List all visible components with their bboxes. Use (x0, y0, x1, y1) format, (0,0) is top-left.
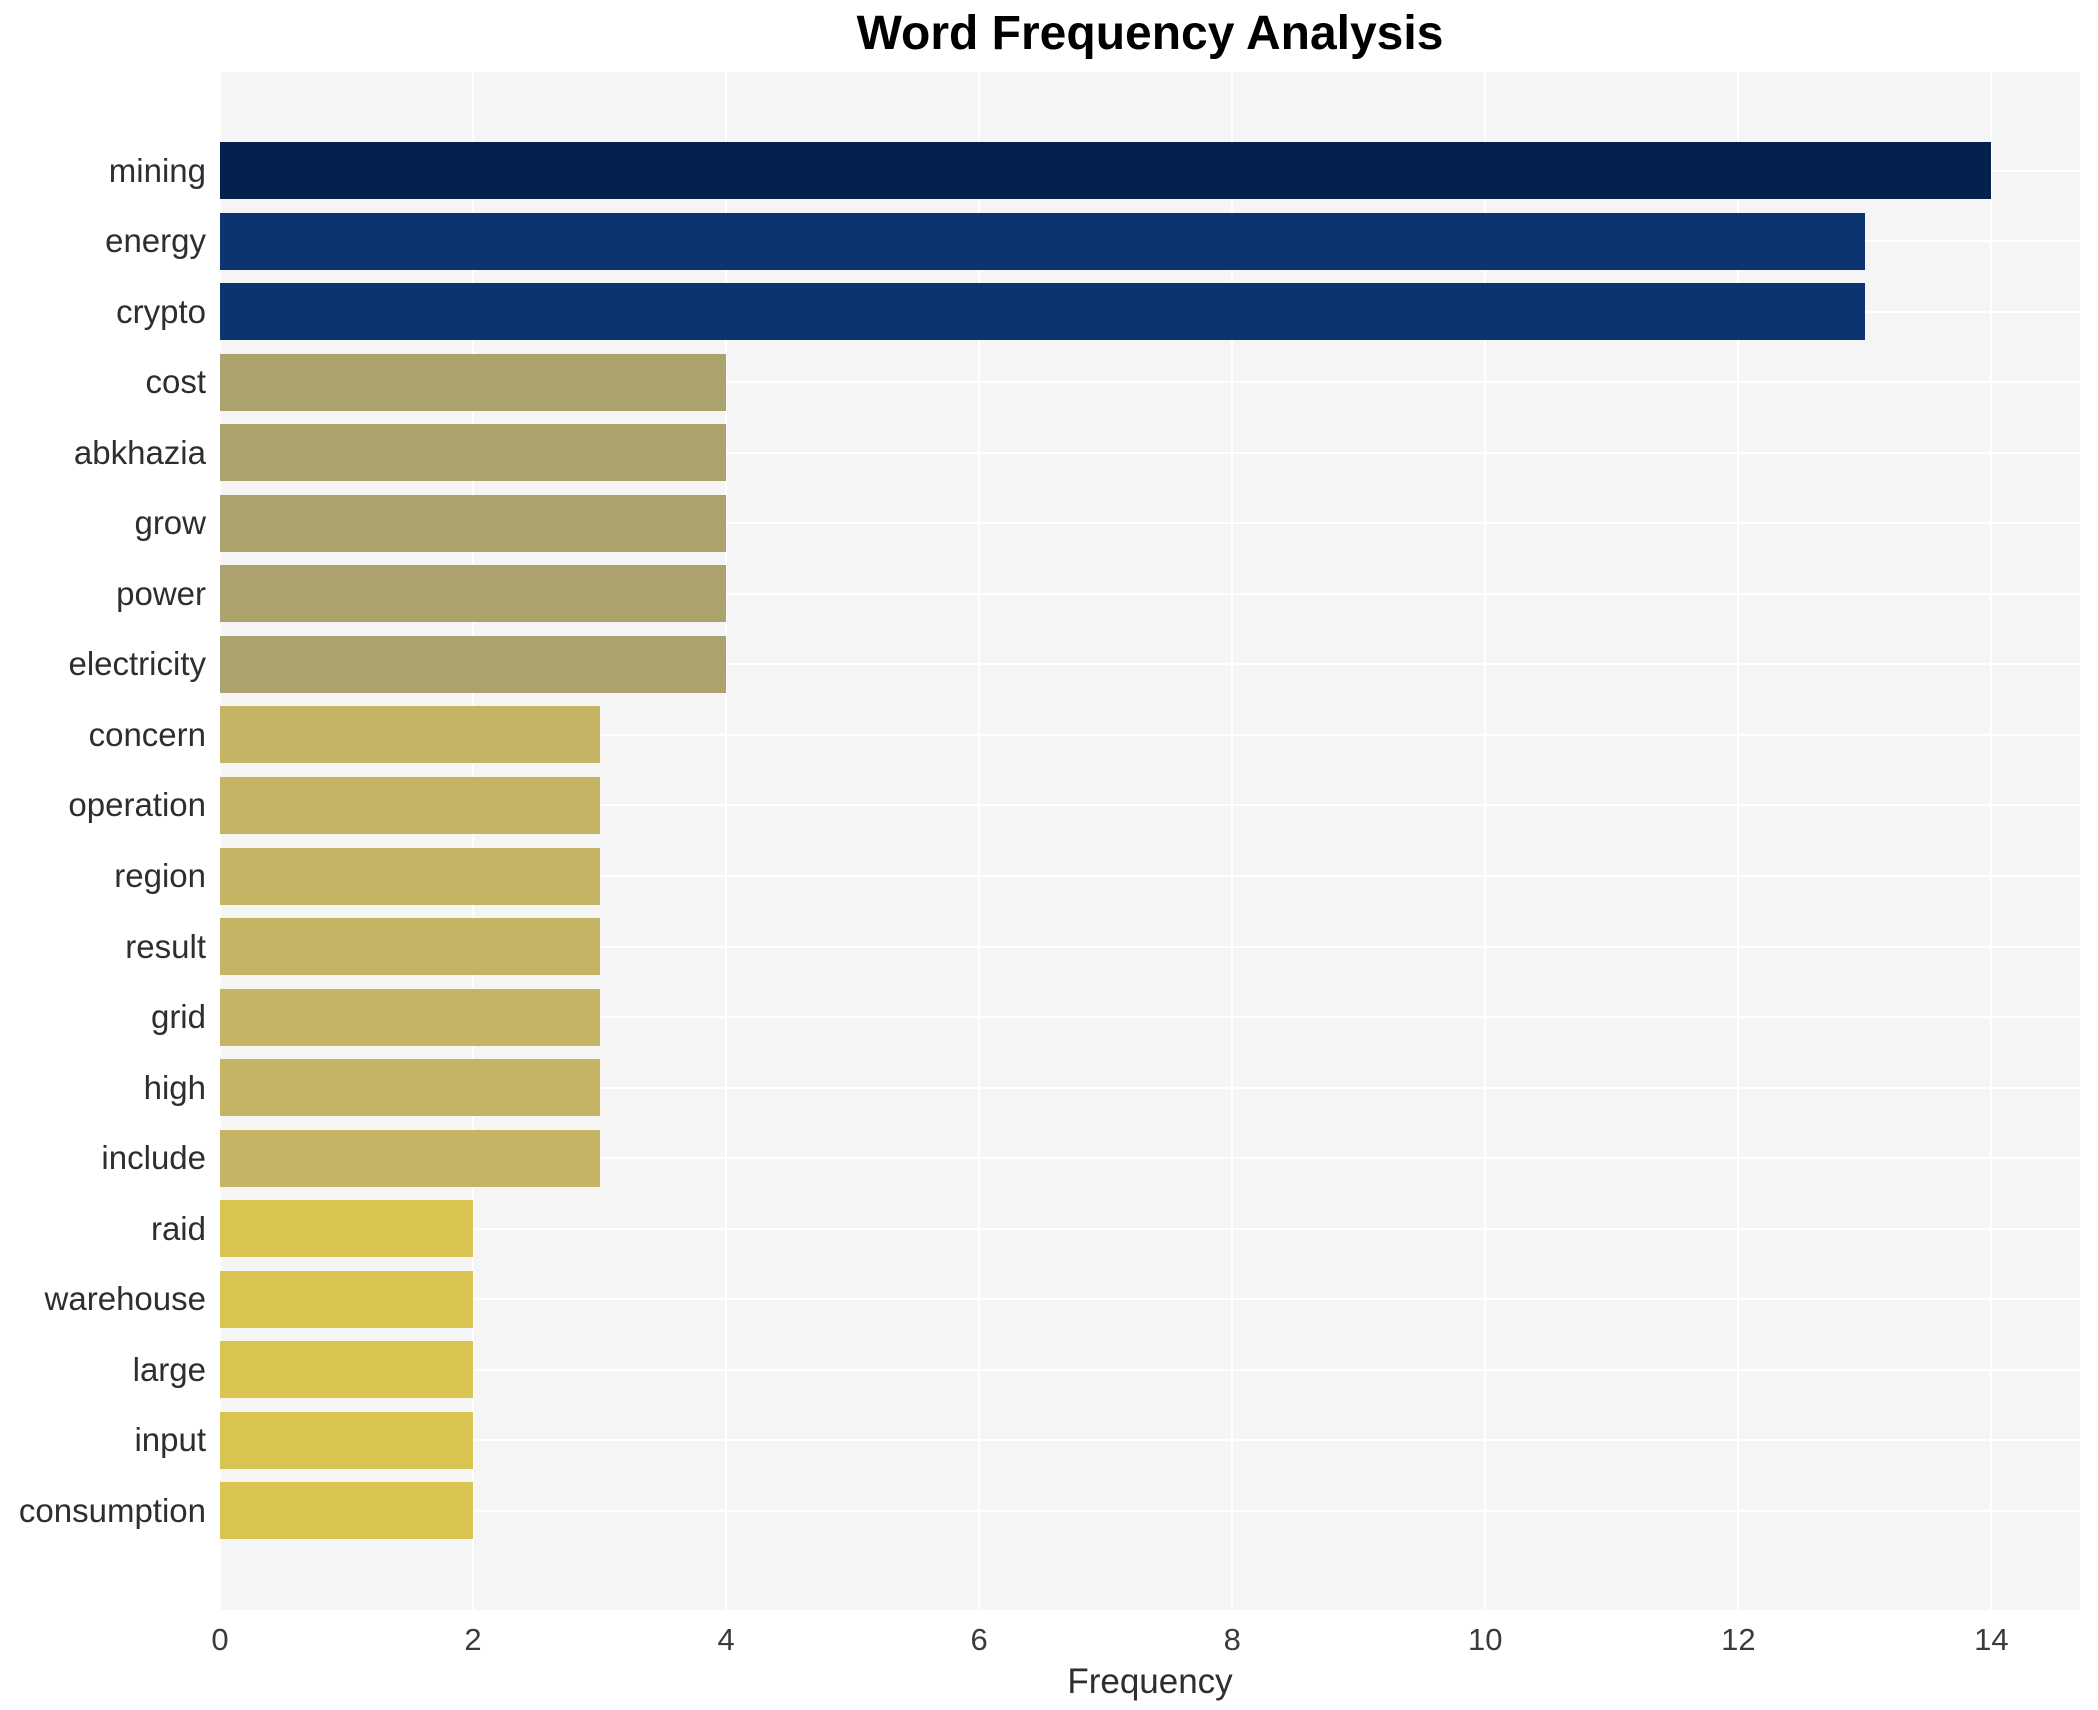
gridline-horizontal (220, 1368, 2080, 1371)
bar-mining (220, 142, 1992, 199)
y-tick-label: mining (108, 151, 206, 189)
y-tick-label: result (125, 927, 206, 965)
bar-grow (220, 494, 727, 552)
gridline-horizontal (220, 1298, 2080, 1301)
gridline-horizontal (220, 1509, 2080, 1512)
gridline-horizontal (220, 451, 2080, 454)
y-tick-label: grow (134, 504, 206, 542)
gridline-horizontal (220, 1439, 2080, 1442)
gridline-horizontal (220, 875, 2080, 877)
chart-title: Word Frequency Analysis (856, 7, 1444, 60)
gridline-vertical (1737, 72, 1740, 1610)
bar-warehouse (220, 1270, 474, 1328)
x-tick-label: 12 (1721, 1622, 1756, 1657)
y-tick-label: electricity (68, 645, 206, 683)
bar-high (220, 1059, 600, 1117)
gridline-vertical (1484, 72, 1487, 1610)
y-tick-label: include (101, 1139, 206, 1177)
gridline-vertical (725, 72, 728, 1610)
bar-include (220, 1129, 600, 1187)
bar-consumption (220, 1482, 474, 1540)
bar-large (220, 1341, 474, 1399)
y-tick-label: input (134, 1421, 206, 1459)
x-axis-title: Frequency (1067, 1662, 1233, 1701)
bar-electricity (220, 635, 727, 693)
bar-operation (220, 776, 600, 834)
y-tick-label: consumption (18, 1491, 206, 1529)
y-tick-label: operation (68, 786, 206, 824)
y-tick-label: raid (150, 1209, 206, 1247)
y-tick-label: concern (88, 715, 206, 753)
bar-result (220, 918, 600, 976)
x-tick-label: 2 (464, 1622, 482, 1657)
bar-concern (220, 706, 600, 764)
gridline-horizontal (220, 381, 2080, 384)
x-tick-label: 4 (717, 1622, 735, 1657)
bar-input (220, 1411, 474, 1469)
gridline-vertical (220, 72, 221, 1610)
y-tick-label: power (116, 574, 206, 612)
gridline-horizontal (220, 804, 2080, 807)
y-tick-label: warehouse (44, 1280, 206, 1318)
gridline-horizontal (220, 522, 2080, 525)
gridline-vertical (1231, 72, 1234, 1610)
bar-energy (220, 212, 1865, 270)
gridline-vertical (978, 72, 981, 1610)
bar-region (220, 847, 600, 905)
x-tick-label: 0 (211, 1622, 229, 1657)
y-tick-label: high (143, 1068, 206, 1106)
bar-grid (220, 988, 600, 1046)
gridline-horizontal (220, 592, 2080, 595)
y-tick-label: abkhazia (73, 433, 206, 471)
x-tick-label: 6 (970, 1622, 988, 1657)
x-tick-label: 10 (1468, 1622, 1503, 1657)
bar-raid (220, 1200, 474, 1258)
x-tick-label: 14 (1974, 1622, 2009, 1657)
y-tick-label: region (114, 857, 206, 894)
bar-abkhazia (220, 424, 727, 482)
bar-crypto (220, 283, 1865, 341)
gridline-horizontal (220, 663, 2080, 666)
gridline-horizontal (220, 733, 2080, 736)
bar-cost (220, 353, 727, 411)
y-tick-label: large (132, 1350, 206, 1388)
gridline-horizontal (220, 1227, 2080, 1230)
gridline-horizontal (220, 1016, 2080, 1019)
y-tick-label: grid (150, 998, 206, 1036)
plot-area (220, 72, 2080, 1610)
gridline-horizontal (220, 1086, 2080, 1089)
gridline-horizontal (220, 1157, 2080, 1160)
y-tick-label: crypto (116, 292, 206, 330)
gridline-vertical (1990, 72, 1993, 1610)
x-tick-label: 8 (1223, 1622, 1241, 1657)
gridline-horizontal (220, 945, 2080, 948)
y-tick-label: energy (105, 222, 206, 260)
bar-power (220, 565, 727, 623)
gridline-vertical (472, 72, 475, 1610)
y-tick-label: cost (145, 363, 206, 401)
